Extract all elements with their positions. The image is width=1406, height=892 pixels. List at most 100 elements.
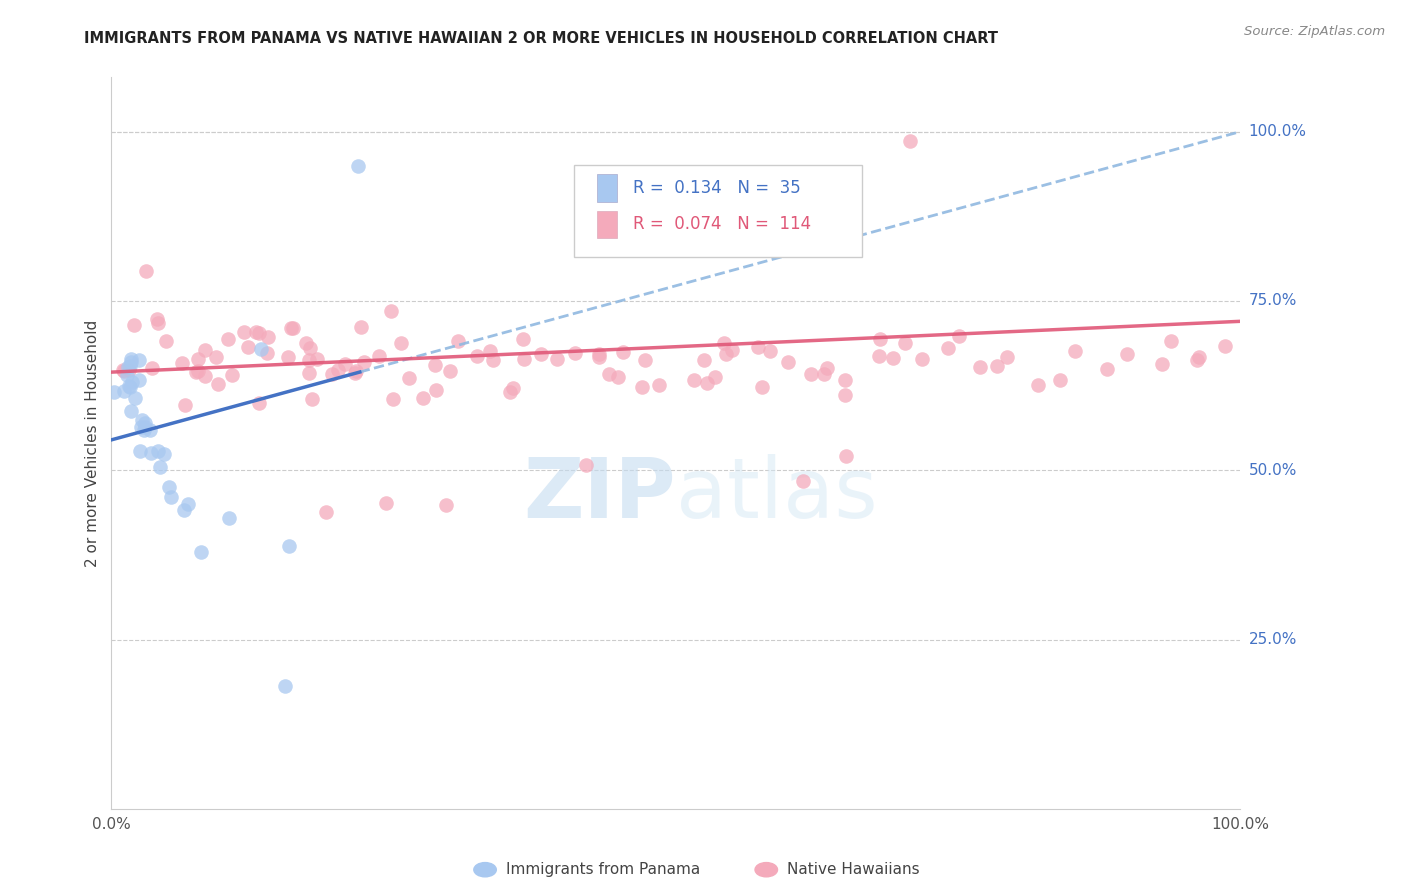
Point — [160, 490, 183, 504]
FancyBboxPatch shape — [596, 174, 617, 202]
Point — [148, 444, 170, 458]
Point — [299, 341, 322, 355]
Text: Immigrants from Panama: Immigrants from Panama — [506, 863, 700, 877]
Point — [207, 377, 229, 392]
Text: R =  0.134   N =  35: R = 0.134 N = 35 — [633, 179, 800, 197]
Point — [1064, 343, 1087, 358]
Point — [184, 366, 207, 380]
Point — [256, 346, 278, 360]
Point — [298, 353, 321, 368]
Point — [249, 396, 271, 410]
Point — [118, 363, 141, 377]
Point — [103, 384, 125, 399]
Point — [232, 325, 254, 339]
Point — [465, 349, 488, 363]
Point — [315, 505, 337, 519]
Point — [333, 357, 356, 371]
Point — [898, 134, 921, 148]
Point — [129, 443, 152, 458]
Point — [170, 356, 193, 370]
Point — [120, 351, 142, 366]
Point — [1026, 378, 1049, 392]
Point — [1160, 334, 1182, 348]
Point — [112, 384, 135, 398]
Point — [869, 333, 891, 347]
Point — [128, 353, 150, 368]
FancyBboxPatch shape — [596, 211, 617, 238]
Point — [274, 679, 297, 693]
Y-axis label: 2 or more Vehicles in Household: 2 or more Vehicles in Household — [86, 319, 100, 567]
Point — [512, 332, 534, 346]
Point — [792, 474, 814, 488]
Point — [155, 334, 177, 348]
Point — [277, 350, 299, 364]
Point — [1213, 339, 1236, 353]
Point — [257, 330, 280, 344]
Point — [190, 545, 212, 559]
Point — [344, 366, 367, 380]
Point — [347, 160, 370, 174]
Point — [174, 398, 197, 412]
Text: atlas: atlas — [676, 454, 877, 535]
Point — [134, 420, 156, 434]
Point — [607, 370, 630, 384]
Point — [813, 367, 835, 381]
Point — [693, 353, 716, 368]
Point — [502, 381, 524, 395]
Point — [117, 359, 139, 374]
Point — [277, 539, 299, 553]
Point — [118, 380, 141, 394]
Point — [513, 352, 536, 367]
Point — [321, 367, 343, 381]
Point — [911, 351, 934, 366]
Point — [250, 342, 273, 356]
Point — [350, 320, 373, 334]
Point — [721, 343, 744, 357]
Point — [120, 359, 142, 373]
Point — [1116, 347, 1139, 361]
Point — [134, 416, 156, 430]
Text: 50.0%: 50.0% — [1249, 463, 1296, 478]
Point — [995, 351, 1018, 365]
Point — [194, 369, 217, 384]
Point — [747, 340, 769, 354]
Text: Source: ZipAtlas.com: Source: ZipAtlas.com — [1244, 25, 1385, 38]
Point — [280, 321, 302, 335]
Point — [1187, 352, 1209, 367]
Point — [138, 423, 160, 437]
Point — [815, 361, 838, 376]
Point — [479, 344, 502, 359]
Point — [759, 343, 782, 358]
Point — [530, 347, 553, 361]
Point — [696, 376, 718, 390]
Point — [434, 498, 457, 512]
Point — [247, 326, 270, 340]
Point — [481, 353, 503, 368]
Point — [588, 350, 610, 364]
Point — [112, 364, 135, 378]
Point — [446, 334, 468, 348]
Point — [714, 347, 737, 361]
Point — [713, 336, 735, 351]
Point — [564, 345, 586, 359]
Point — [187, 352, 209, 367]
Point — [245, 325, 267, 339]
Point — [375, 496, 398, 510]
Text: R =  0.074   N =  114: R = 0.074 N = 114 — [633, 216, 811, 234]
Point — [307, 351, 329, 366]
Point — [936, 341, 959, 355]
Point — [146, 312, 169, 326]
Point — [128, 373, 150, 387]
Point — [344, 364, 367, 378]
Point — [382, 392, 405, 406]
Point — [612, 345, 634, 359]
Point — [118, 379, 141, 393]
Point — [134, 423, 156, 437]
Point — [648, 377, 671, 392]
Point — [1049, 373, 1071, 387]
Point — [391, 335, 413, 350]
Point — [187, 364, 209, 378]
Point — [221, 368, 243, 382]
Text: 25.0%: 25.0% — [1249, 632, 1296, 648]
Point — [177, 497, 200, 511]
